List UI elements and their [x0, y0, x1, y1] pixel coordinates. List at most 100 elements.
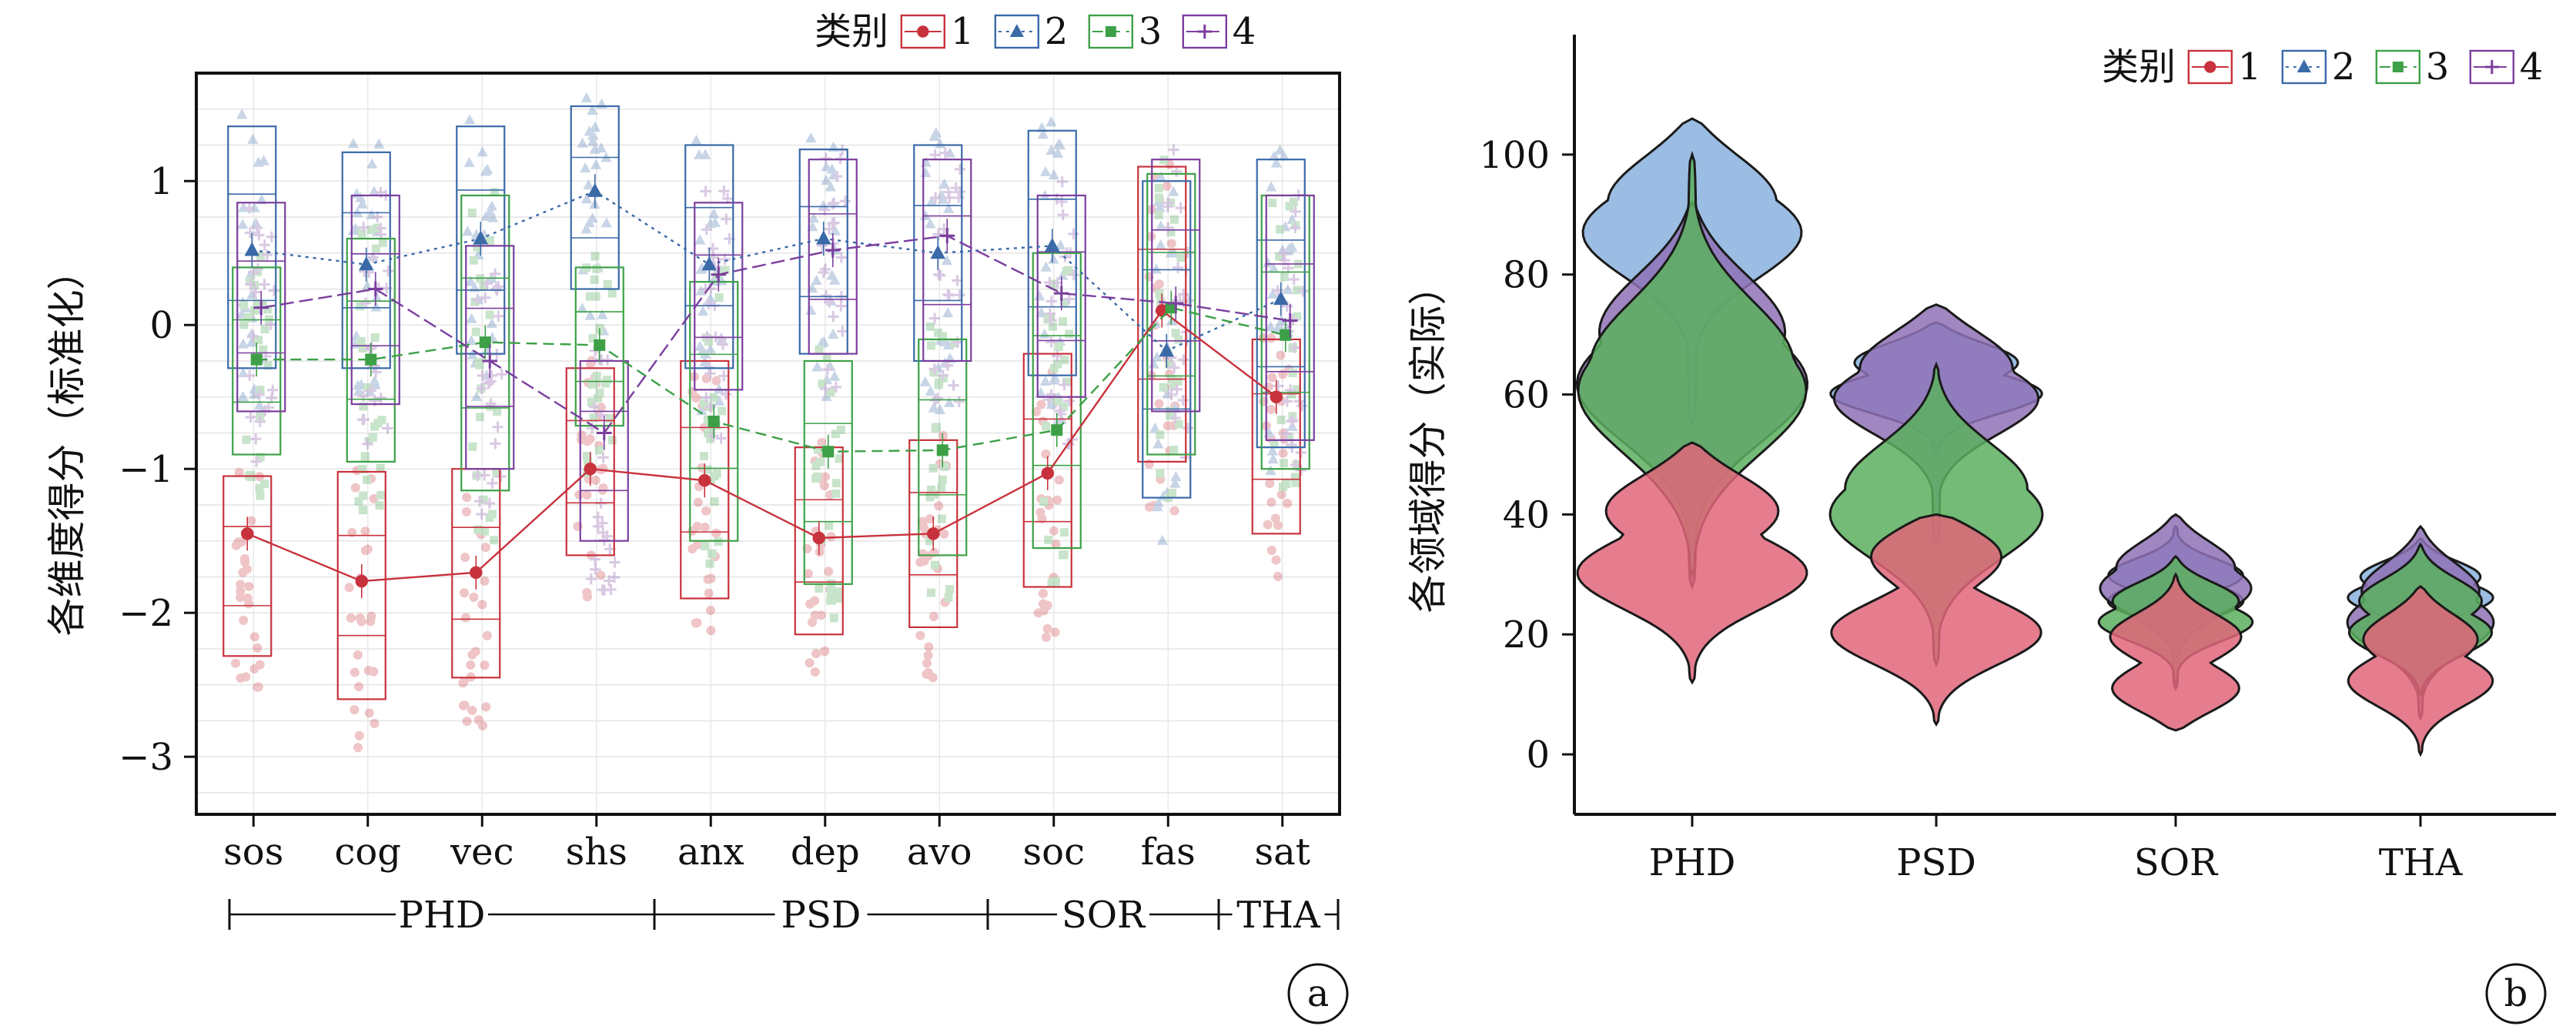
- raw-point: [834, 587, 843, 597]
- x-tick-label: fas: [1141, 830, 1196, 874]
- raw-point: [715, 334, 728, 345]
- raw-point: [816, 337, 828, 348]
- raw-point: [708, 430, 719, 442]
- raw-point: [1273, 520, 1283, 530]
- x-tick-label: soc: [1023, 830, 1085, 874]
- raw-point: [1048, 169, 1059, 180]
- raw-point: [482, 164, 493, 175]
- raw-point: [828, 169, 840, 180]
- raw-point: [1169, 477, 1181, 488]
- legend-swatch: [994, 14, 1040, 49]
- raw-point: [1036, 122, 1048, 132]
- box-1-fas: [1137, 165, 1187, 463]
- raw-point: [701, 373, 711, 383]
- raw-point: [715, 433, 727, 444]
- raw-point: [928, 312, 941, 324]
- raw-point: [828, 370, 841, 381]
- mean-point-4-cog: [368, 281, 383, 297]
- raw-point: [1266, 404, 1276, 415]
- mean-point-3-soc: [1051, 424, 1063, 436]
- raw-point: [368, 433, 377, 442]
- raw-point: [595, 388, 604, 397]
- raw-point: [466, 335, 477, 346]
- raw-point: [490, 536, 499, 545]
- raw-point: [937, 193, 949, 204]
- legend-swatch: [2281, 49, 2327, 85]
- raw-point: [928, 363, 940, 375]
- raw-point: [260, 480, 269, 489]
- raw-point: [254, 336, 263, 345]
- raw-point: [1155, 171, 1167, 182]
- raw-point: [937, 514, 946, 523]
- raw-point: [835, 300, 847, 312]
- raw-point: [1054, 139, 1066, 150]
- raw-point: [805, 304, 817, 315]
- raw-point: [811, 473, 821, 483]
- raw-point: [811, 649, 821, 659]
- raw-point: [1057, 209, 1069, 221]
- raw-point: [1038, 589, 1048, 599]
- raw-point: [1048, 400, 1058, 410]
- raw-point: [938, 333, 947, 342]
- box-2-anx: [684, 144, 734, 369]
- raw-point: [354, 682, 364, 692]
- raw-point: [810, 456, 820, 466]
- raw-point: [1156, 474, 1166, 484]
- raw-point: [352, 206, 363, 218]
- raw-point: [836, 425, 845, 434]
- raw-point: [371, 226, 383, 237]
- raw-point: [704, 343, 716, 354]
- raw-point: [355, 613, 365, 623]
- raw-point: [1292, 473, 1301, 482]
- box-1-dep: [794, 446, 844, 636]
- raw-point: [687, 526, 698, 536]
- raw-point: [704, 336, 713, 346]
- raw-point: [826, 596, 835, 605]
- raw-point: [915, 630, 925, 640]
- raw-point: [705, 559, 714, 568]
- raw-point: [818, 199, 829, 211]
- mean-point-1-sos: [241, 527, 254, 540]
- raw-point: [694, 234, 706, 245]
- legend-label: 2: [2332, 45, 2356, 89]
- raw-point: [247, 330, 259, 342]
- raw-point: [932, 423, 942, 432]
- raw-point: [703, 298, 714, 310]
- raw-point: [703, 415, 712, 424]
- raw-point: [1043, 495, 1053, 505]
- legend-item-4: 4: [2469, 45, 2543, 89]
- raw-point: [825, 360, 836, 371]
- raw-point: [473, 525, 483, 534]
- raw-point: [594, 393, 603, 403]
- raw-point: [356, 198, 368, 209]
- mean-point-4-sos: [253, 300, 269, 316]
- raw-point: [940, 597, 950, 607]
- raw-point: [706, 434, 715, 443]
- mean-point-1-anx: [698, 473, 711, 487]
- raw-point: [715, 333, 727, 345]
- raw-point: [925, 513, 935, 524]
- raw-point: [1278, 483, 1287, 492]
- raw-point: [601, 379, 610, 388]
- raw-point: [695, 263, 707, 274]
- x-tick-label: THA: [2379, 841, 2464, 884]
- raw-point: [1047, 578, 1056, 587]
- raw-point: [472, 470, 483, 482]
- raw-point: [1037, 129, 1049, 139]
- raw-point: [915, 557, 925, 567]
- raw-point: [942, 307, 954, 318]
- raw-point: [1059, 297, 1069, 306]
- raw-point: [1283, 242, 1296, 253]
- raw-point: [1052, 396, 1062, 406]
- raw-point: [496, 369, 507, 380]
- panel-label: b: [2504, 972, 2528, 1015]
- raw-point: [353, 743, 363, 753]
- raw-point: [929, 149, 941, 161]
- raw-point: [827, 328, 839, 339]
- legend-item-3: 3: [2375, 45, 2449, 89]
- raw-point: [1286, 241, 1298, 252]
- raw-point: [376, 490, 386, 500]
- mean-point-2-dep: [816, 230, 831, 245]
- raw-point: [1039, 328, 1050, 339]
- y-tick-label: −3: [119, 736, 173, 779]
